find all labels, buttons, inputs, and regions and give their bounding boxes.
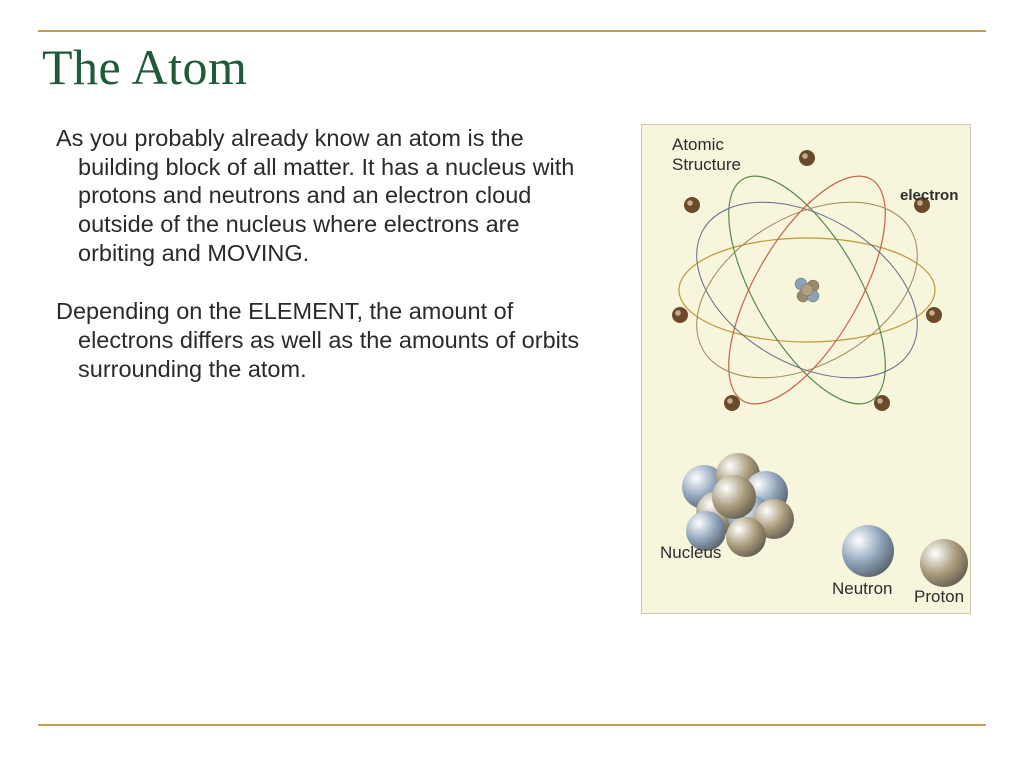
nucleon-sphere [712,475,756,519]
label-proton: Proton [914,587,964,607]
slide-content: As you probably already know an atom is … [38,124,986,614]
proton-sphere [920,539,968,587]
bottom-rule [38,724,986,726]
paragraph-2: Depending on the ELEMENT, the amount of … [56,297,600,383]
atom-diagram: Atomic Structure electron Nucleus Neutron Pr… [641,124,971,614]
slide-title: The Atom [42,38,986,96]
label-neutron: Neutron [832,579,892,599]
figure-column: Atomic Structure electron Nucleus Neutron Pr… [626,124,986,614]
top-rule [38,30,986,32]
slide: The Atom As you probably already know an… [38,30,986,726]
neutron-sphere [842,525,894,577]
paragraph-1: As you probably already know an atom is … [56,124,600,267]
body-text: As you probably already know an atom is … [56,124,600,413]
label-nucleus: Nucleus [660,543,721,563]
nucleon-sphere [726,517,766,557]
label-electron: electron [900,187,958,204]
label-atomic_structure: Atomic Structure [672,135,741,175]
